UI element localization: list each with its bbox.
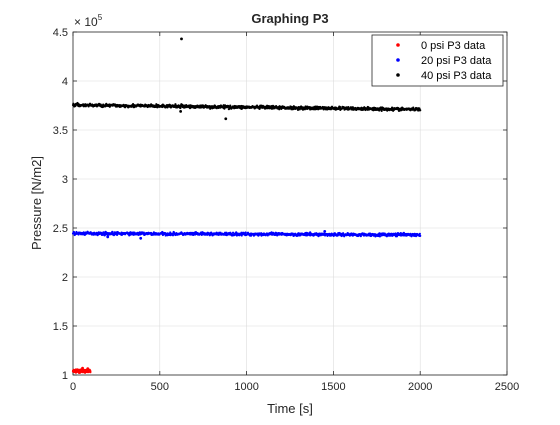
legend-marker (396, 43, 400, 47)
legend-label: 20 psi P3 data (421, 55, 492, 67)
x-tick-labels: 0 500 1000 1500 2000 2500 (70, 381, 519, 393)
x-tick-label: 0 (70, 381, 76, 393)
data-point (111, 230, 114, 233)
data-point (179, 106, 182, 110)
legend-entries: 0 psi P3 data 20 psi P3 data 40 psi P3 dat… (396, 40, 492, 82)
plot-area (72, 31, 508, 376)
series-2 (71, 37, 422, 121)
legend-label: 40 psi P3 data (421, 70, 492, 82)
data-point-outlier (81, 366, 84, 370)
data-point (414, 235, 418, 238)
y-tick-labels: 1 1.5 2 2.5 3 3.5 4 4.5 (53, 27, 68, 382)
data-point-outlier (180, 37, 183, 41)
y-tick-label: 4 (62, 76, 68, 88)
series-1 (71, 230, 422, 240)
data-point (332, 234, 335, 237)
data-point (378, 235, 382, 238)
axis-ticks (72, 31, 508, 376)
y-tick-label: 1.5 (53, 321, 68, 333)
legend-marker (396, 73, 400, 77)
data-point-outlier (139, 236, 143, 240)
legend: 0 psi P3 data 20 psi P3 data 40 psi P3 dat… (371, 34, 504, 87)
data-point-outlier (86, 367, 90, 371)
x-tick-label: 2000 (408, 381, 432, 393)
y-axis-label: Pressure [N/m2] (29, 156, 44, 250)
x-tick-label: 500 (151, 381, 169, 393)
data-point (397, 109, 401, 113)
data-point (419, 234, 422, 237)
data-point (419, 109, 422, 112)
data-point (244, 231, 247, 234)
y-tick-label: 3.5 (53, 125, 68, 137)
data-point-outlier (224, 117, 228, 121)
data-point (418, 232, 421, 235)
y-tick-label: 2 (62, 272, 68, 284)
data-point (171, 234, 175, 237)
data-point (115, 233, 119, 236)
data-point (380, 109, 383, 113)
series-0 (71, 366, 92, 374)
legend-label: 0 psi P3 data (421, 40, 486, 52)
data-point (338, 105, 342, 109)
data-point (128, 233, 132, 236)
data-point-outlier (106, 235, 110, 239)
x-axis-label: Time [s] (267, 401, 313, 416)
x-tick-label: 1000 (234, 381, 258, 393)
data-point (89, 371, 92, 374)
y-tick-label: 3 (62, 174, 68, 186)
y-tick-label: 2.5 (53, 223, 68, 235)
legend-marker (396, 58, 400, 62)
data-point-outlier (179, 109, 183, 113)
x-tick-label: 1500 (321, 381, 345, 393)
y-axis-exponent: × 105 (74, 13, 103, 29)
chart-title: Graphing P3 (251, 11, 328, 26)
data-point-outlier (323, 230, 327, 233)
data-point (278, 108, 281, 111)
data-point (390, 106, 394, 109)
y-tick-label: 4.5 (53, 27, 68, 39)
y-exponent-power: 5 (98, 13, 103, 22)
data-point (231, 231, 235, 234)
y-tick-label: 1 (62, 370, 68, 382)
legend-box (371, 34, 504, 87)
data-points (71, 37, 422, 374)
x-tick-label: 2500 (495, 381, 519, 393)
y-exponent-base: × 10 (74, 15, 98, 29)
